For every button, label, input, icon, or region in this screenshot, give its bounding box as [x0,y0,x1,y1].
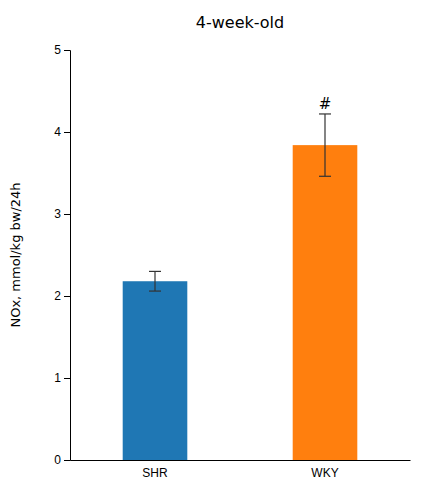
error-bar-cap [319,113,331,114]
error-bar-line [324,114,325,176]
chart: 0 1 2 3 4 5 SHR WKY #4-week-old NOx, mmol/kg bw/2… [0,0,430,500]
x-tick-label: WKY [311,466,338,480]
y-tick: 3 [54,207,70,221]
y-tick-label: 1 [54,371,61,385]
y-tick-mark [64,214,70,215]
y-tick: 2 [54,289,70,303]
error-bar [319,114,331,176]
error-bar-cap [149,271,161,272]
y-tick-label: 5 [54,43,61,57]
error-bar-cap [319,176,331,177]
error-bar [149,271,161,291]
y-tick: 0 [54,453,70,467]
annotation: # [319,95,332,113]
y-axis-title: NOx, mmol/kg bw/24h [8,182,23,327]
bar [123,281,188,460]
plot: 0 1 2 3 4 5 SHR WKY # [54,43,410,479]
y-tick-mark [64,50,70,51]
error-bar-cap [149,290,161,291]
x-axis-line [71,460,411,461]
y-tick-mark [64,132,70,133]
bar [293,145,358,460]
y-tick: 1 [54,371,70,385]
x-tick: WKY [311,460,338,480]
error-bar-line [154,271,155,291]
y-tick-mark [64,460,70,461]
y-tick-label: 3 [54,207,61,221]
y-tick: 4 [54,125,70,139]
y-tick-mark [64,296,70,297]
y-tick-label: 2 [54,289,61,303]
x-tick-label: SHR [142,466,168,480]
x-tick: SHR [142,460,168,480]
y-axis: 0 1 2 3 4 5 [54,43,70,467]
y-tick: 5 [54,43,70,57]
y-axis-line [64,51,71,461]
marks [123,114,358,460]
y-tick-label: 0 [54,453,61,467]
x-axis: SHR WKY [71,460,411,480]
y-tick-label: 4 [54,125,61,139]
title: 4-week-old [196,13,284,32]
y-tick-mark [64,378,70,379]
